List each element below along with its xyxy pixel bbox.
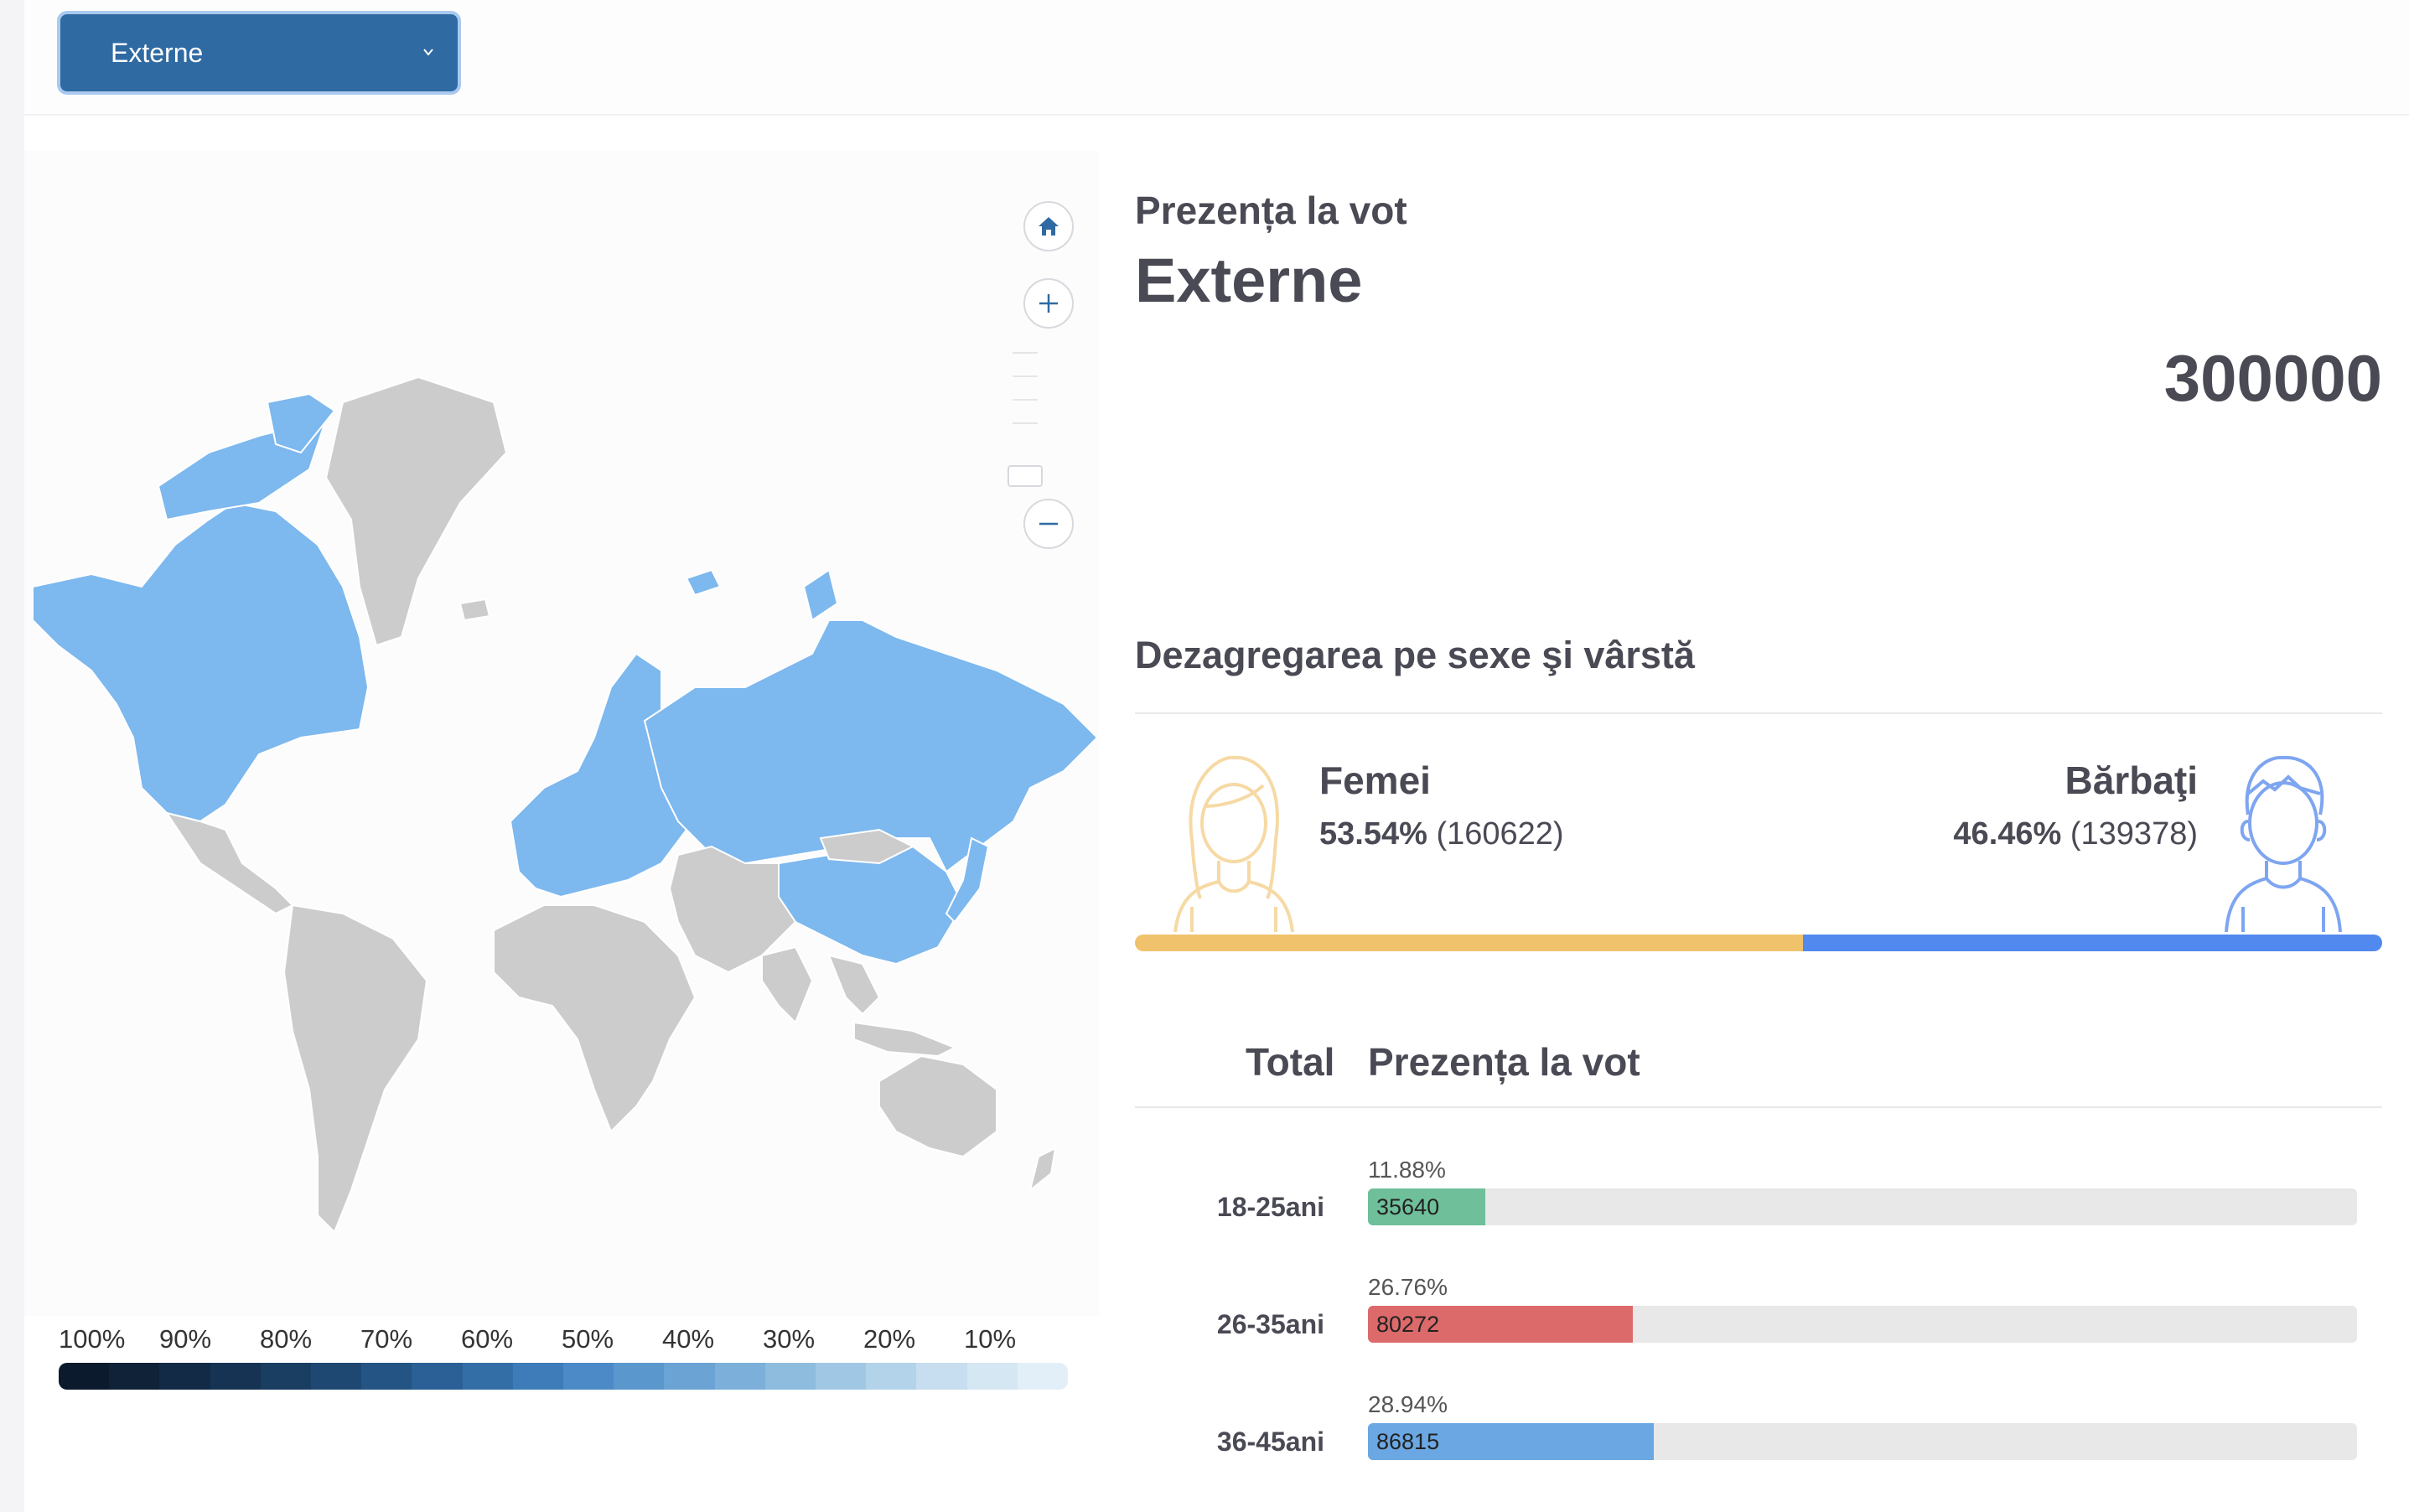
left-edge-strip bbox=[0, 0, 24, 1512]
region-select[interactable]: Externe bbox=[57, 11, 461, 95]
age-row-label: 26-35ani bbox=[1216, 1309, 1324, 1339]
legend-color-step bbox=[159, 1363, 210, 1390]
map-region-mongolia bbox=[819, 828, 915, 865]
legend-color-step bbox=[916, 1363, 967, 1390]
age-row-percent: 26.76% bbox=[1368, 1274, 1448, 1300]
legend-color-step bbox=[816, 1363, 867, 1390]
map-region-greenland bbox=[324, 375, 508, 647]
legend-color-step bbox=[563, 1363, 614, 1390]
chevron-down-icon bbox=[423, 49, 433, 56]
map-region-australia bbox=[878, 1054, 997, 1158]
legend-color-step bbox=[462, 1363, 513, 1390]
map-zoom-in-button[interactable] bbox=[1023, 278, 1074, 329]
age-row-bar-track: 35640 bbox=[1368, 1188, 2357, 1225]
legend-color-step bbox=[260, 1363, 312, 1390]
world-map-panel bbox=[24, 151, 1099, 1316]
age-table-turnout-header: Prezența la vot bbox=[1368, 1040, 1640, 1084]
map-region-baffin bbox=[266, 392, 336, 454]
legend-label: 90% bbox=[159, 1324, 212, 1354]
zoom-in-icon bbox=[1039, 294, 1058, 313]
map-zoom-out-button[interactable] bbox=[1023, 499, 1074, 549]
age-row-bar-track: 80272 bbox=[1368, 1306, 2357, 1343]
legend-color-step bbox=[866, 1363, 917, 1390]
legend-color-step bbox=[764, 1363, 816, 1390]
map-region-north-america-highlight bbox=[32, 501, 370, 823]
map-region-iceland bbox=[458, 598, 491, 622]
age-row-label: 36-45ani bbox=[1216, 1427, 1324, 1457]
gender-ratio-bar bbox=[1135, 935, 2382, 951]
male-percent: 46.46% bbox=[1953, 816, 2062, 852]
world-map[interactable] bbox=[24, 151, 1099, 1316]
map-home-button[interactable] bbox=[1023, 201, 1074, 251]
map-region-africa bbox=[493, 904, 697, 1133]
map-zoom-track[interactable] bbox=[1013, 352, 1038, 446]
age-row-bar-fill: 86815 bbox=[1368, 1423, 1655, 1460]
female-label: Femei bbox=[1319, 759, 1431, 802]
map-region-indonesia bbox=[853, 1021, 957, 1058]
zoom-out-icon bbox=[1039, 522, 1058, 526]
map-region-middle-east bbox=[668, 845, 797, 974]
map-region-russia-highlight bbox=[643, 619, 1099, 873]
legend-label: 100% bbox=[59, 1324, 126, 1354]
age-row-bar-fill: 35640 bbox=[1368, 1188, 1486, 1225]
map-region-southeast-asia bbox=[827, 954, 881, 1016]
female-percent: 53.54% bbox=[1319, 816, 1427, 852]
legend-color-step bbox=[412, 1363, 463, 1390]
legend-label: 10% bbox=[964, 1324, 1017, 1354]
legend-color-step bbox=[311, 1363, 362, 1390]
legend-color-step bbox=[59, 1363, 110, 1390]
gender-ratio-female-segment bbox=[1135, 935, 1803, 951]
turnout-label: Prezența la vot bbox=[1135, 189, 1407, 232]
legend-color-step bbox=[109, 1363, 160, 1390]
legend-label: 30% bbox=[763, 1324, 816, 1354]
legend-color-step bbox=[210, 1363, 261, 1390]
female-count: (160622) bbox=[1436, 816, 1564, 852]
legend-label: 60% bbox=[461, 1324, 514, 1354]
age-row-bar-fill: 80272 bbox=[1368, 1306, 1633, 1343]
female-stat: 53.54% (160622) bbox=[1319, 816, 1564, 852]
legend-color-step bbox=[966, 1363, 1018, 1390]
legend-color-step bbox=[512, 1363, 564, 1390]
male-label: Bărbaţi bbox=[2064, 759, 2198, 802]
home-icon bbox=[1039, 217, 1059, 236]
map-region-novaya-zemlya bbox=[802, 568, 839, 622]
legend-color-step bbox=[361, 1363, 412, 1390]
age-table-total-header: Total bbox=[1246, 1040, 1335, 1084]
legend-color-step bbox=[664, 1363, 715, 1390]
age-row-label: 18-25ani bbox=[1216, 1192, 1324, 1222]
table-divider bbox=[1135, 1106, 2382, 1108]
legend-label: 50% bbox=[562, 1324, 614, 1354]
section-divider bbox=[1135, 712, 2382, 714]
legend-color-step bbox=[714, 1363, 765, 1390]
map-zoom-slider-thumb[interactable] bbox=[1008, 465, 1043, 487]
map-legend-scale bbox=[59, 1363, 1068, 1390]
man-avatar-icon bbox=[2225, 755, 2342, 933]
legend-label: 70% bbox=[360, 1324, 413, 1354]
age-row-percent: 11.88% bbox=[1368, 1157, 1446, 1183]
map-region-india bbox=[761, 945, 814, 1024]
male-stat: 46.46% (139378) bbox=[1953, 816, 2198, 852]
gender-ratio-male-segment bbox=[1802, 935, 2382, 951]
map-legend-labels: 100% 90% 80% 70% 60% 50% 40% 30% 20% 10% bbox=[59, 1324, 1065, 1358]
region-select-value: Externe bbox=[111, 38, 204, 68]
map-region-china-highlight bbox=[778, 845, 965, 966]
map-region-south-america bbox=[282, 904, 428, 1234]
male-count: (139378) bbox=[2070, 816, 2198, 852]
legend-label: 20% bbox=[863, 1324, 916, 1354]
age-row-percent: 28.94% bbox=[1368, 1391, 1448, 1417]
total-voters: 300000 bbox=[2163, 341, 2382, 415]
age-row-bar-track: 86815 bbox=[1368, 1423, 2357, 1460]
legend-color-step bbox=[1017, 1363, 1068, 1390]
region-title: Externe bbox=[1135, 246, 1363, 315]
gender-age-section-title: Dezagregarea pe sexe şi vârstă bbox=[1135, 634, 1695, 676]
legend-label: 80% bbox=[260, 1324, 313, 1354]
map-region-new-zealand bbox=[1028, 1147, 1057, 1193]
legend-color-step bbox=[614, 1363, 665, 1390]
woman-avatar-icon bbox=[1173, 755, 1294, 933]
map-region-central-america bbox=[164, 811, 294, 915]
map-region-svalbard bbox=[685, 568, 722, 597]
map-region-japan-highlight bbox=[945, 836, 990, 924]
legend-label: 40% bbox=[662, 1324, 715, 1354]
